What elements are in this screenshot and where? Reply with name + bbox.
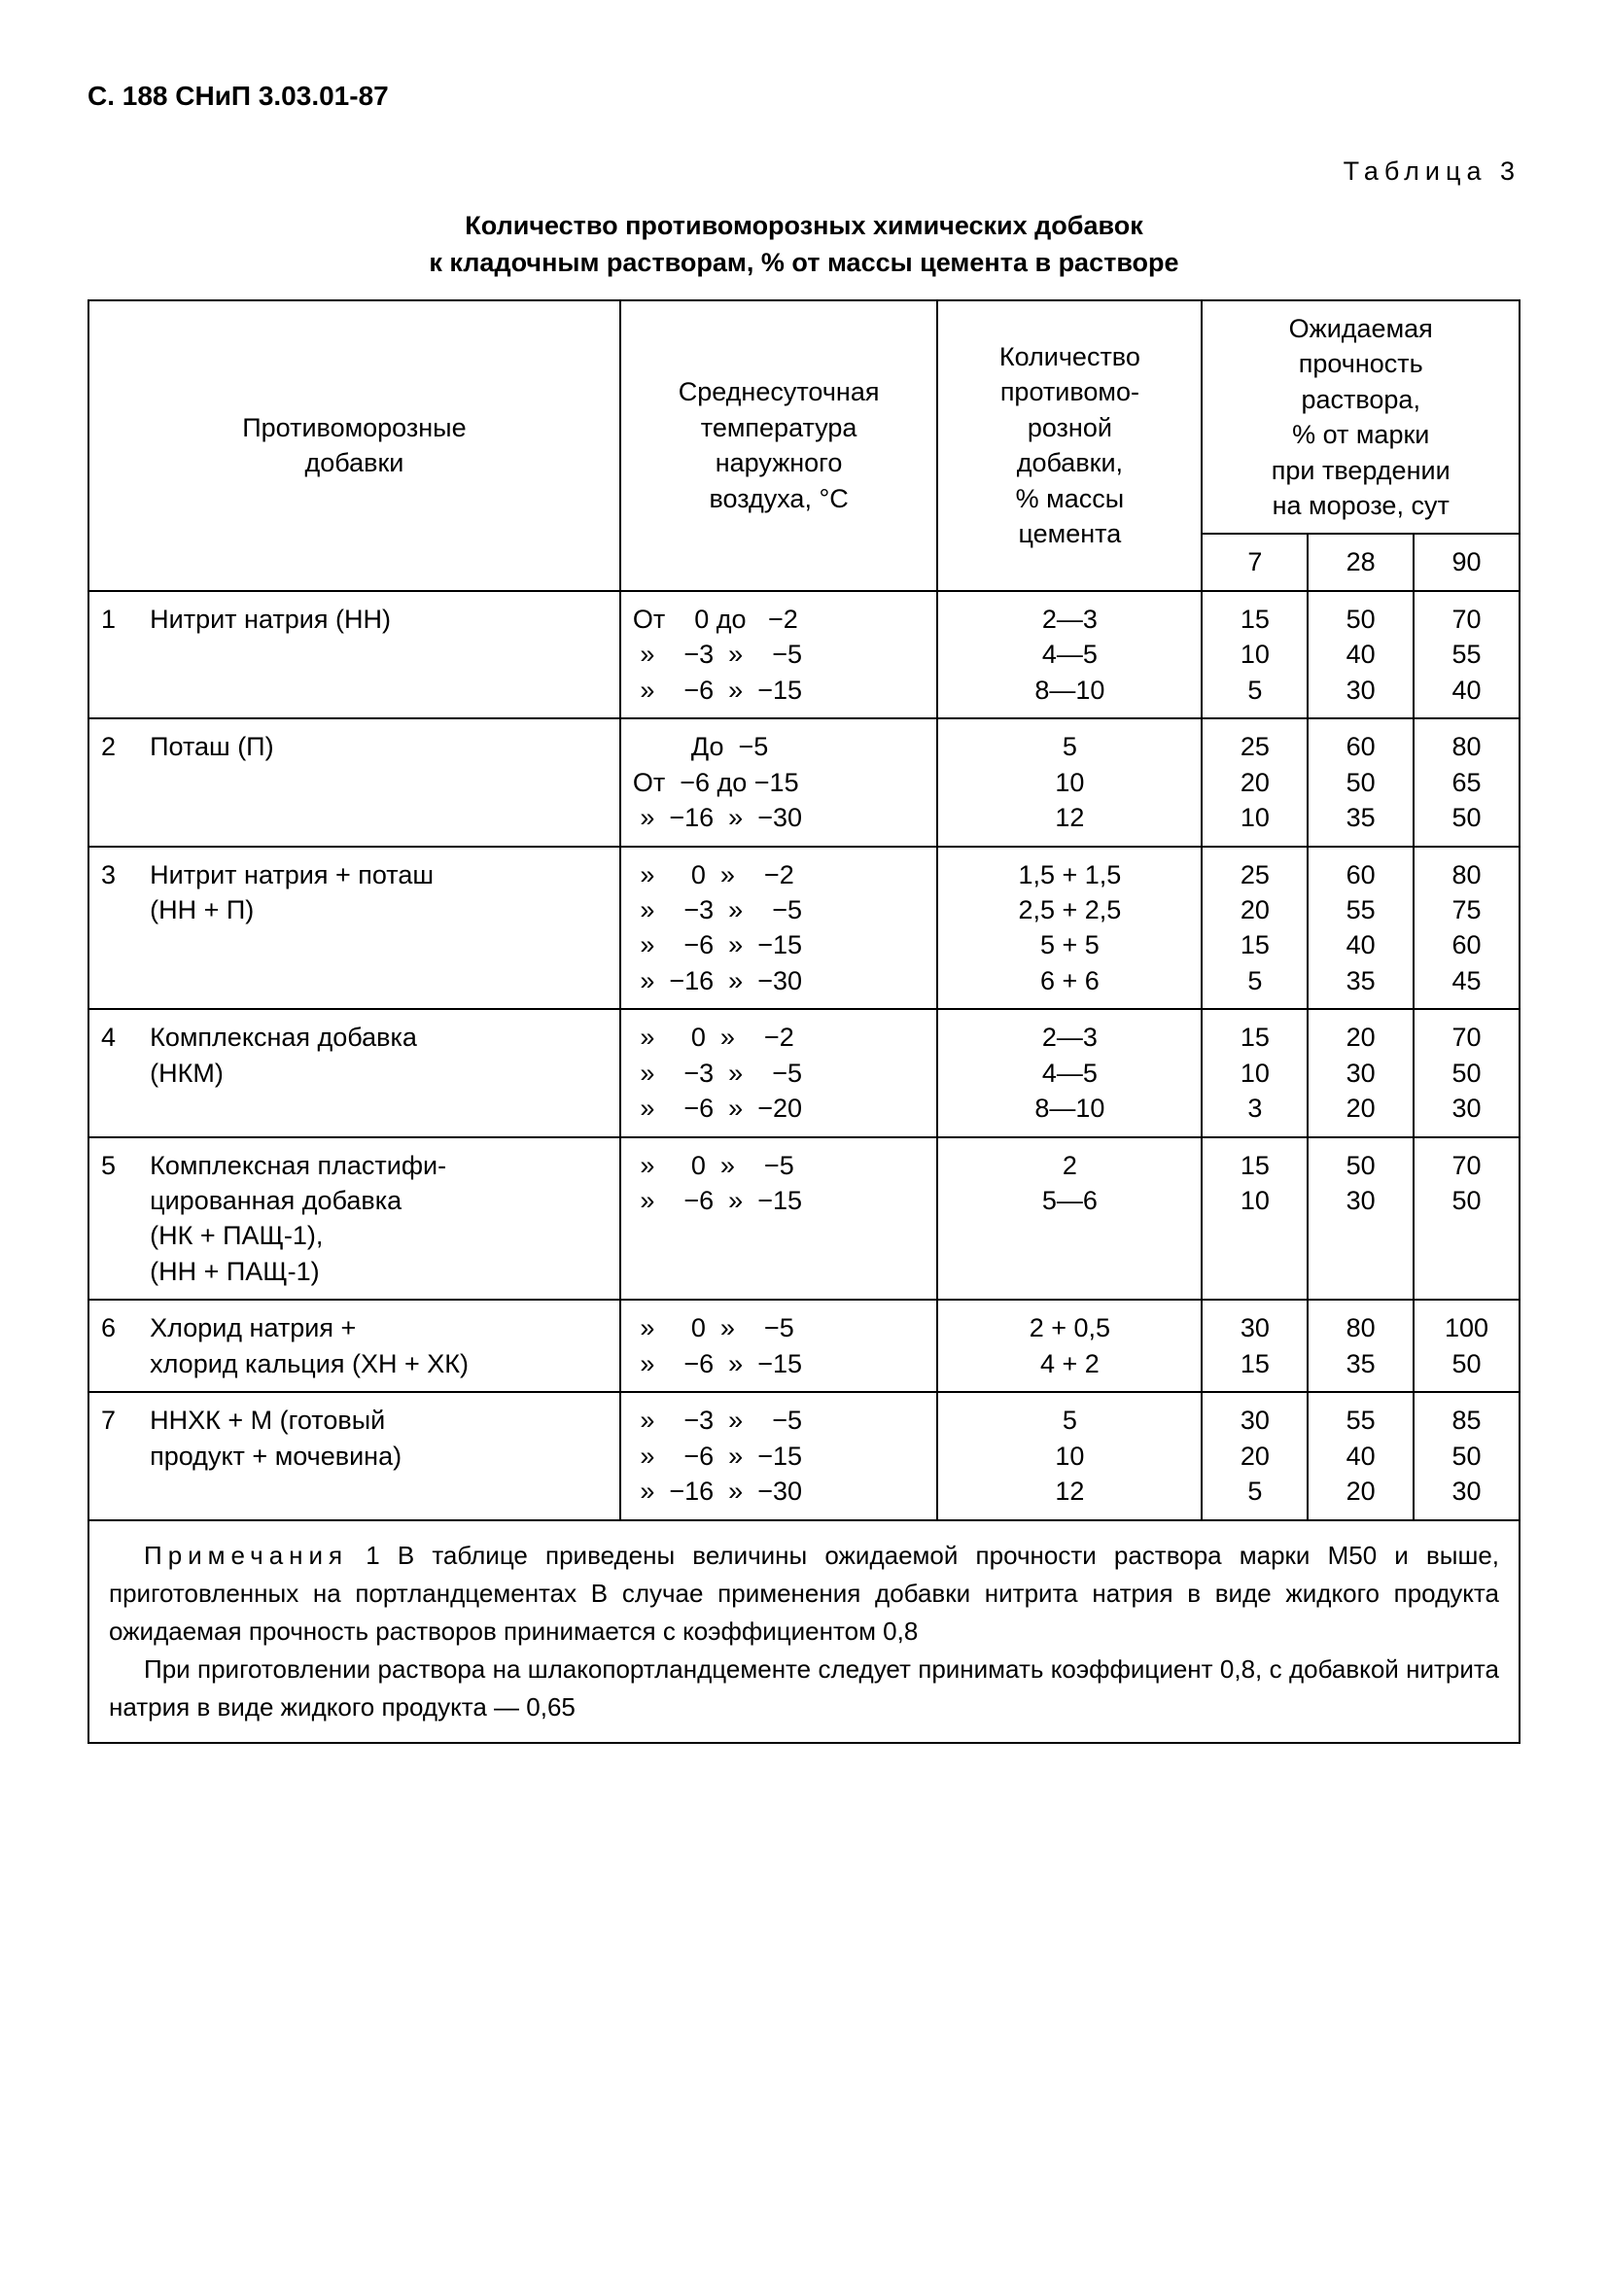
row-d28: 60 50 35 <box>1308 718 1414 846</box>
row-num: 1 <box>88 591 144 718</box>
row-name: Поташ (П) <box>144 718 620 846</box>
row-d28: 50 40 30 <box>1308 591 1414 718</box>
row-d28: 60 55 40 35 <box>1308 847 1414 1010</box>
row-d7: 15 10 <box>1202 1137 1308 1301</box>
row-temperature: » 0 » −2 » −3 » −5 » −6 » −20 <box>620 1009 937 1136</box>
row-name: Хлорид натрия +хлорид кальция (ХН + ХК) <box>144 1300 620 1392</box>
row-d28: 55 40 20 <box>1308 1392 1414 1519</box>
row-name: Комплексная добавка(НКМ) <box>144 1009 620 1136</box>
row-d7: 15 10 5 <box>1202 591 1308 718</box>
row-d7: 15 10 3 <box>1202 1009 1308 1136</box>
row-d28: 80 35 <box>1308 1300 1414 1392</box>
row-temperature: От 0 до −2 » −3 » −5 » −6 » −15 <box>620 591 937 718</box>
row-d7: 30 20 5 <box>1202 1392 1308 1519</box>
row-amount: 2—3 4—5 8—10 <box>937 591 1202 718</box>
table-row: 5Комплексная пластифи-цированная добавка… <box>88 1137 1520 1301</box>
row-d90: 80 65 50 <box>1414 718 1520 846</box>
row-d90: 70 55 40 <box>1414 591 1520 718</box>
row-temperature: » 0 » −5 » −6 » −15 <box>620 1137 937 1301</box>
th-additive: Противоморозныедобавки <box>88 300 620 591</box>
table-row: 2Поташ (П) До −5 От −6 до −15 » −16 » −3… <box>88 718 1520 846</box>
row-d7: 25 20 15 5 <box>1202 847 1308 1010</box>
row-d28: 50 30 <box>1308 1137 1414 1301</box>
row-name: Нитрит натрия + поташ(НН + П) <box>144 847 620 1010</box>
row-d7: 25 20 10 <box>1202 718 1308 846</box>
row-num: 4 <box>88 1009 144 1136</box>
row-num: 6 <box>88 1300 144 1392</box>
row-amount: 5 10 12 <box>937 1392 1202 1519</box>
table-row: 3Нитрит натрия + поташ(НН + П) » 0 » −2 … <box>88 847 1520 1010</box>
table-caption: Количество противоморозных химических до… <box>87 208 1521 282</box>
th-strength: Ожидаемаяпрочностьраствора,% от маркипри… <box>1202 300 1520 535</box>
row-amount: 1,5 + 1,5 2,5 + 2,5 5 + 5 6 + 6 <box>937 847 1202 1010</box>
notes-lead: Примечания <box>144 1541 348 1570</box>
page-header: С. 188 СНиП 3.03.01-87 <box>87 78 1521 115</box>
table-row: 6Хлорид натрия +хлорид кальция (ХН + ХК)… <box>88 1300 1520 1392</box>
table-row: 4Комплексная добавка(НКМ) » 0 » −2 » −3 … <box>88 1009 1520 1136</box>
row-name: Комплексная пластифи-цированная добавка(… <box>144 1137 620 1301</box>
th-day-7: 7 <box>1202 534 1308 590</box>
additives-table: Противоморозныедобавки Среднесуточнаятем… <box>87 299 1521 1744</box>
table-row: 7ННХК + М (готовыйпродукт + мочевина) » … <box>88 1392 1520 1519</box>
row-d7: 30 15 <box>1202 1300 1308 1392</box>
row-temperature: » 0 » −2 » −3 » −5 » −6 » −15 » −16 » −3… <box>620 847 937 1010</box>
row-d90: 80 75 60 45 <box>1414 847 1520 1010</box>
row-name: Нитрит натрия (НН) <box>144 591 620 718</box>
row-amount: 2 + 0,5 4 + 2 <box>937 1300 1202 1392</box>
notes-text-2: При приготовлении раствора на шлакопортл… <box>109 1651 1499 1726</box>
row-amount: 5 10 12 <box>937 718 1202 846</box>
row-num: 5 <box>88 1137 144 1301</box>
row-num: 3 <box>88 847 144 1010</box>
row-d90: 85 50 30 <box>1414 1392 1520 1519</box>
th-day-90: 90 <box>1414 534 1520 590</box>
row-d90: 100 50 <box>1414 1300 1520 1392</box>
th-temperature: Среднесуточнаятемпературанаружноговоздух… <box>620 300 937 591</box>
row-num: 2 <box>88 718 144 846</box>
th-amount: Количествопротивомо-рознойдобавки,% масс… <box>937 300 1202 591</box>
row-amount: 2 5—6 <box>937 1137 1202 1301</box>
notes-cell: Примечания 1 В таблице приведены величин… <box>88 1520 1520 1743</box>
row-d28: 20 30 20 <box>1308 1009 1414 1136</box>
row-temperature: До −5 От −6 до −15 » −16 » −30 <box>620 718 937 846</box>
row-temperature: » 0 » −5 » −6 » −15 <box>620 1300 937 1392</box>
table-row: 1Нитрит натрия (НН)От 0 до −2 » −3 » −5 … <box>88 591 1520 718</box>
row-temperature: » −3 » −5 » −6 » −15 » −16 » −30 <box>620 1392 937 1519</box>
th-day-28: 28 <box>1308 534 1414 590</box>
row-num: 7 <box>88 1392 144 1519</box>
row-amount: 2—3 4—5 8—10 <box>937 1009 1202 1136</box>
row-d90: 70 50 <box>1414 1137 1520 1301</box>
row-name: ННХК + М (готовыйпродукт + мочевина) <box>144 1392 620 1519</box>
row-d90: 70 50 30 <box>1414 1009 1520 1136</box>
table-label: Таблица 3 <box>87 154 1521 189</box>
